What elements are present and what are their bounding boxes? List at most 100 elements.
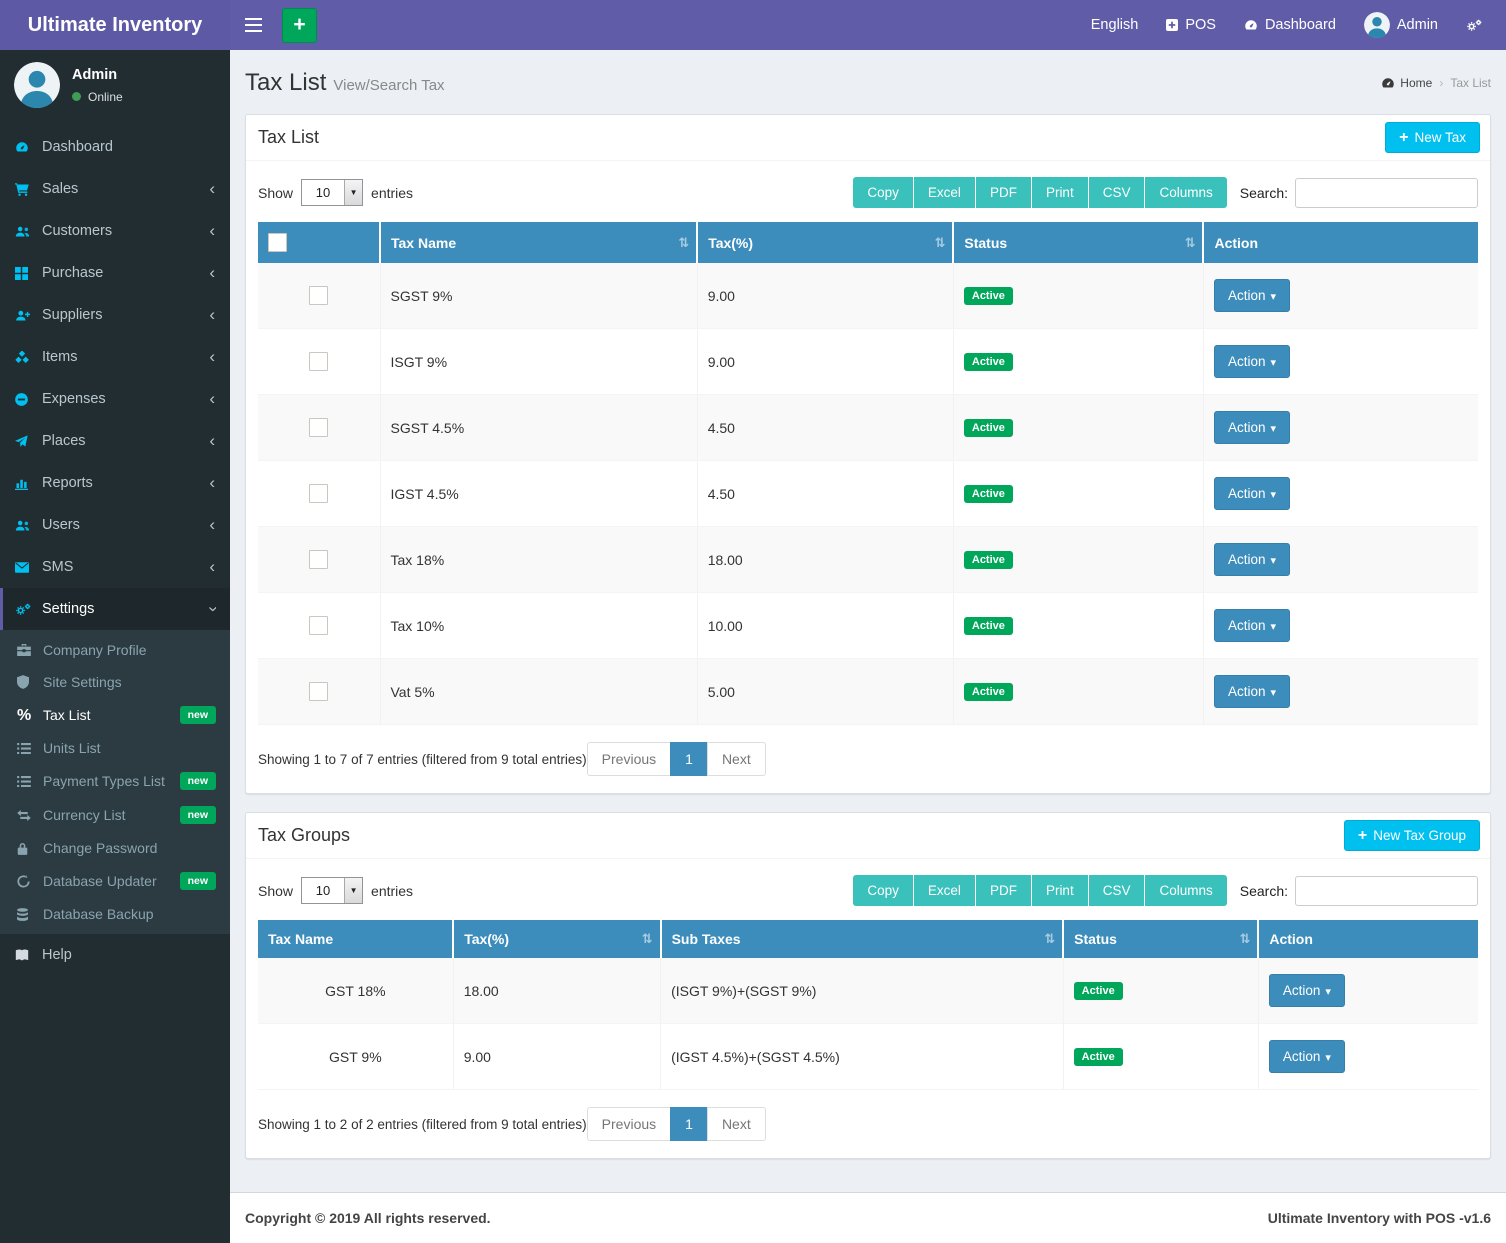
row-checkbox[interactable] (309, 286, 329, 305)
dashboard-icon (1244, 18, 1258, 32)
lock-icon (17, 842, 43, 855)
chevron-left-icon: ‹ (209, 221, 215, 240)
sidebar-item-sms[interactable]: SMS ‹ (0, 546, 230, 588)
sidebar-subitem-tax-list[interactable]: % Tax List new (0, 698, 230, 732)
export-csv-button[interactable]: CSV (1087, 177, 1145, 208)
action-dropdown-button[interactable]: Action ▾ (1213, 345, 1291, 378)
action-cell: Action ▾ (1202, 592, 1478, 659)
page-number-button[interactable]: 1 (670, 742, 708, 776)
user-menu[interactable]: Admin (1350, 0, 1452, 50)
sort-icon[interactable]: ⇅ (1044, 931, 1056, 946)
column-header-status[interactable]: Status ⇅ (1062, 920, 1259, 958)
tax-name-cell: IGST 4.5% (379, 460, 698, 527)
new-tax-button[interactable]: + New Tax (1385, 122, 1480, 153)
pos-link[interactable]: POS (1152, 0, 1230, 50)
sort-icon[interactable]: ⇅ (678, 234, 690, 250)
column-header-tax[interactable]: Tax(%) ⇅ (452, 920, 661, 958)
user-status[interactable]: Online (72, 90, 123, 104)
sidebar-item-suppliers[interactable]: Suppliers ‹ (0, 294, 230, 336)
column-header-tax[interactable]: Tax(%) ⇅ (696, 222, 954, 263)
grid-icon (15, 266, 42, 280)
tax-name-cell: Tax 10% (379, 592, 698, 659)
sidebar-item-purchase[interactable]: Purchase ‹ (0, 252, 230, 294)
sort-icon[interactable]: ⇅ (934, 234, 946, 250)
action-dropdown-button[interactable]: Action ▾ (1268, 1040, 1345, 1073)
language-menu[interactable]: English (1090, 17, 1139, 33)
tax-groups-panel-body: Show 10 ▼ entries Copy Excel PDF Print CSV Co… (246, 859, 1490, 1158)
row-checkbox[interactable] (309, 352, 329, 371)
action-dropdown-button[interactable]: Action ▾ (1213, 477, 1291, 510)
action-dropdown-button[interactable]: Action ▾ (1213, 279, 1291, 312)
export-pdf-button[interactable]: PDF (974, 875, 1031, 906)
sort-icon[interactable]: ⇅ (1184, 234, 1196, 250)
sidebar-item-reports[interactable]: Reports ‹ (0, 462, 230, 504)
sidebar-subitem-currency-list[interactable]: Currency List new (0, 798, 230, 832)
page-size-select[interactable]: 10 ▼ (301, 179, 364, 206)
page-size-select[interactable]: 10 ▼ (301, 877, 364, 904)
search-input[interactable] (1295, 875, 1478, 906)
export-print-button[interactable]: Print (1030, 177, 1088, 208)
sidebar-item-items[interactable]: Items ‹ (0, 336, 230, 378)
row-checkbox[interactable] (309, 484, 329, 503)
sidebar-subitem-company-profile[interactable]: Company Profile (0, 634, 230, 666)
action-dropdown-button[interactable]: Action ▾ (1213, 543, 1291, 576)
previous-page-button[interactable]: Previous (586, 1107, 672, 1141)
export-columns-button[interactable]: Columns (1144, 875, 1227, 906)
export-excel-button[interactable]: Excel (912, 177, 975, 208)
select-all-checkbox[interactable] (268, 233, 287, 252)
tax-name-cell: ISGT 9% (379, 328, 698, 395)
sidebar-item-dashboard[interactable]: Dashboard (0, 126, 230, 168)
sidebar-subitem-change-password[interactable]: Change Password (0, 832, 230, 864)
sidebar-subitem-database-updater[interactable]: Database Updater new (0, 864, 230, 898)
action-dropdown-button[interactable]: Action ▾ (1213, 411, 1291, 444)
new-tax-group-button[interactable]: + New Tax Group (1343, 820, 1480, 851)
row-checkbox[interactable] (309, 418, 329, 437)
breadcrumb-home-link[interactable]: Home (1381, 76, 1432, 90)
gears-icon (1466, 19, 1482, 32)
sidebar-item-users[interactable]: Users ‹ (0, 504, 230, 546)
sidebar-subitem-payment-types-list[interactable]: Payment Types List new (0, 764, 230, 798)
sidebar-item-customers[interactable]: Customers ‹ (0, 210, 230, 252)
column-header-status[interactable]: Status ⇅ (952, 222, 1204, 263)
action-dropdown-button[interactable]: Action ▾ (1268, 974, 1345, 1007)
sidebar-subitem-units-list[interactable]: Units List (0, 732, 230, 764)
content-wrapper: Tax List View/Search Tax Home › Tax List … (230, 50, 1506, 1192)
sidebar-subitem-site-settings[interactable]: Site Settings (0, 666, 230, 698)
sidebar-item-settings[interactable]: Settings ‹ (0, 588, 230, 630)
export-pdf-button[interactable]: PDF (974, 177, 1031, 208)
table-footer: Showing 1 to 7 of 7 entries (filtered fr… (258, 739, 1478, 779)
dashboard-link[interactable]: Dashboard (1230, 0, 1350, 50)
export-copy-button[interactable]: Copy (853, 875, 913, 906)
quick-add-button[interactable]: + (282, 7, 317, 43)
row-checkbox[interactable] (309, 616, 329, 635)
settings-menu[interactable] (1452, 0, 1496, 50)
export-excel-button[interactable]: Excel (912, 875, 975, 906)
export-print-button[interactable]: Print (1030, 875, 1088, 906)
sort-icon[interactable]: ⇅ (1239, 931, 1251, 946)
sidebar-item-places[interactable]: Places ‹ (0, 420, 230, 462)
sidebar-item-expenses[interactable]: Expenses ‹ (0, 378, 230, 420)
search-input[interactable] (1295, 177, 1478, 208)
row-checkbox[interactable] (309, 550, 329, 569)
action-dropdown-button[interactable]: Action ▾ (1213, 609, 1291, 642)
sidebar-item-help[interactable]: Help (0, 934, 230, 976)
previous-page-button[interactable]: Previous (586, 742, 672, 776)
column-header-sub-taxes[interactable]: Sub Taxes ⇅ (659, 920, 1064, 958)
sort-icon[interactable]: ⇅ (641, 931, 653, 946)
main-footer: Copyright © 2019 All rights reserved. Ul… (230, 1192, 1506, 1243)
next-page-button[interactable]: Next (706, 742, 766, 776)
sidebar-subitem-database-backup[interactable]: Database Backup (0, 898, 230, 930)
sidebar-item-sales[interactable]: Sales ‹ (0, 168, 230, 210)
search-label: Search: (1239, 184, 1288, 201)
brand-logo[interactable]: Ultimate Inventory (0, 0, 230, 50)
export-csv-button[interactable]: CSV (1087, 875, 1145, 906)
next-page-button[interactable]: Next (706, 1107, 766, 1141)
row-checkbox[interactable] (309, 682, 329, 701)
export-button-group: Copy Excel PDF Print CSV Columns (853, 875, 1227, 906)
sidebar-toggle-button[interactable] (230, 0, 276, 50)
export-copy-button[interactable]: Copy (853, 177, 913, 208)
column-header-tax-name[interactable]: Tax Name ⇅ (378, 222, 698, 263)
page-number-button[interactable]: 1 (670, 1107, 708, 1141)
action-dropdown-button[interactable]: Action ▾ (1213, 675, 1291, 708)
export-columns-button[interactable]: Columns (1144, 177, 1227, 208)
